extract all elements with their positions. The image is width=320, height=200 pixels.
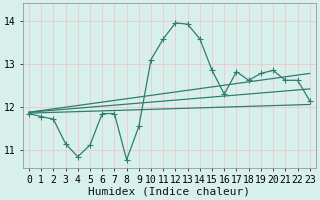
X-axis label: Humidex (Indice chaleur): Humidex (Indice chaleur) xyxy=(88,187,250,197)
